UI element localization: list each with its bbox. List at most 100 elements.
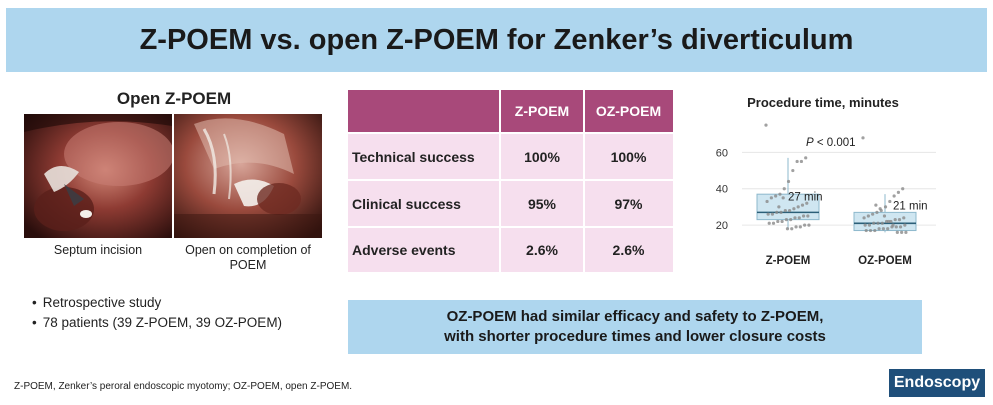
data-point [898,225,903,229]
data-point [786,179,791,184]
data-point [892,194,896,198]
table-row-label: Technical success [348,134,500,179]
data-point [888,199,892,204]
data-point [866,214,870,218]
table-cell: 95% [500,181,584,226]
data-point [765,199,769,204]
data-point [881,227,885,231]
data-point [782,187,786,191]
data-point [877,227,881,231]
data-point [875,210,879,214]
data-point [894,225,898,229]
data-point [900,230,904,234]
data-point [793,216,797,220]
data-point [806,214,810,218]
table-header-cell [348,90,500,132]
data-point [783,208,787,213]
table-row-label: Clinical success [348,181,500,226]
data-point [797,216,801,220]
data-point [893,218,897,222]
data-point [794,225,798,229]
bullet-item: 78 patients (39 Z-POEM, 39 OZ-POEM) [32,313,282,333]
bullet-item: Retrospective study [32,293,282,313]
data-point [864,228,868,233]
data-point [896,190,901,194]
data-point [801,214,806,218]
conclusion-line: OZ-POEM had similar efficacy and safety … [446,308,824,325]
procedure-time-chart: 20 40 60 27 min 21 min P < 0.001 Z-POEM OZ-POEM [716,123,936,267]
data-point [789,218,793,222]
data-point [790,227,794,231]
data-point [788,208,792,213]
data-point [785,227,790,231]
table-cell: 2.6% [500,228,584,272]
data-point [774,194,778,198]
p-value-annotation: P < 0.001 [806,137,856,149]
data-point [779,210,783,214]
data-point [863,223,867,227]
table-header-cell: Z-POEM [500,90,584,132]
data-point [766,212,770,216]
data-point [902,216,906,220]
median-label: 21 min [893,200,928,212]
data-point [874,203,878,207]
data-point [769,196,773,200]
table-header-cell: OZ-POEM [584,90,673,132]
table-divider [499,90,501,272]
data-point [878,207,882,211]
data-point [781,196,785,200]
data-point [780,219,784,224]
data-point [778,192,782,196]
data-point [887,219,891,224]
data-point [886,227,890,231]
data-point [862,216,866,220]
table-row: Adverse events 2.6% 2.6% [348,228,673,272]
x-category-label: OZ-POEM [858,255,912,267]
results-table: Z-POEM OZ-POEM Technical success 100% 10… [348,90,673,272]
data-point [868,228,873,233]
figure-title: Open Z-POEM [116,89,232,108]
data-point [804,156,808,160]
chart-title: Procedure time, minutes [747,95,899,110]
conclusion-box: OZ-POEM had similar efficacy and safety … [348,300,922,354]
data-point [796,205,800,209]
data-point [792,207,796,211]
y-tick-label: 40 [716,184,728,196]
table-cell: 97% [584,181,673,226]
data-point [771,221,776,225]
data-point [791,168,795,173]
data-point [880,221,884,225]
table-cell: 100% [584,134,673,179]
table-header-row: Z-POEM OZ-POEM [348,90,673,132]
data-point [873,228,877,233]
y-tick-label: 20 [716,220,728,232]
data-point [784,218,788,222]
data-point [901,187,905,191]
data-point [776,219,780,224]
table-row-label: Adverse events [348,228,500,272]
data-point [882,214,887,218]
table-cell: 2.6% [584,228,673,272]
data-point [871,212,875,216]
data-point [903,223,907,227]
conclusion-line: with shorter procedure times and lower c… [444,328,826,345]
data-point [861,136,865,140]
study-bullets: Retrospective study 78 patients (39 Z-PO… [32,293,282,333]
data-point [798,225,802,229]
table-row: Technical success 100% 100% [348,134,673,179]
median-label: 27 min [788,191,823,203]
data-point [777,205,781,209]
data-point [807,223,811,227]
data-point [883,205,888,209]
table-divider [583,90,585,272]
data-point [795,159,799,164]
data-point [876,221,880,225]
data-point [800,203,805,207]
data-point [904,230,908,234]
title-banner: Z-POEM vs. open Z-POEM for Zenker’s dive… [6,8,987,72]
data-point [891,223,895,227]
data-point [897,218,902,222]
data-point [770,212,775,216]
caption-open-on-completion: Open on completion of POEM [185,243,311,272]
endoscopy-image-septum-incision [24,114,172,238]
